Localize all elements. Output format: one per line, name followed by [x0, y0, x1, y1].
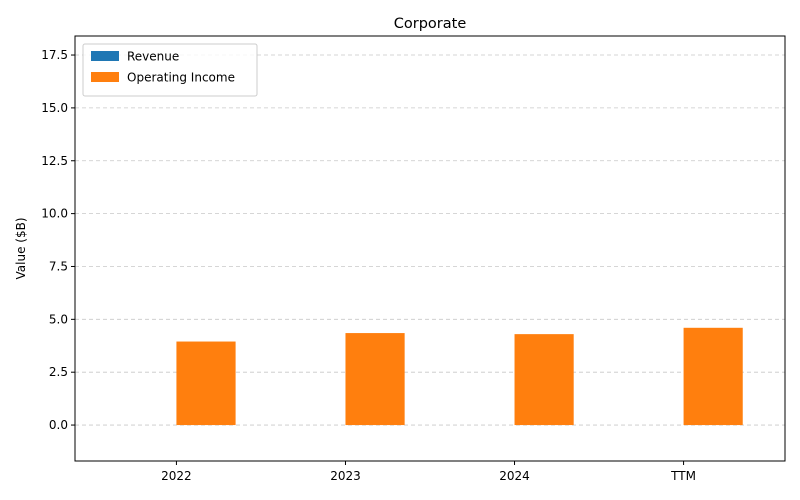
- y-axis-ticks: 0.0 2.5 5.0 7.5 10.0 12.5 15.0 17.5: [41, 48, 75, 432]
- y-tick-label: 5.0: [49, 312, 68, 326]
- gridlines: [75, 54, 785, 426]
- x-tick-label: TTM: [670, 469, 696, 483]
- bar-operating-income-2024: [514, 334, 574, 426]
- y-tick-label: 0.0: [49, 418, 68, 432]
- bar-operating-income-2022: [176, 341, 236, 426]
- bar-operating-income-2023: [345, 333, 405, 426]
- legend-box: [82, 43, 258, 97]
- x-tick-label: 2024: [499, 469, 530, 483]
- y-tick-label: 2.5: [49, 365, 68, 379]
- legend-swatch-revenue: [91, 51, 119, 61]
- x-tick-label: 2023: [330, 469, 361, 483]
- y-axis-title: Value ($B): [14, 218, 28, 280]
- y-tick-label: 15.0: [41, 101, 68, 115]
- legend-label-operating-income: Operating Income: [127, 71, 235, 85]
- bar-operating-income-ttm: [683, 327, 743, 426]
- legend: Revenue Operating Income: [82, 43, 258, 97]
- y-tick-label: 7.5: [49, 259, 68, 273]
- y-tick-label: 10.0: [41, 207, 68, 221]
- x-axis-ticks: 2022 2023 2024 TTM: [161, 461, 696, 483]
- bars: [176, 327, 743, 426]
- legend-label-revenue: Revenue: [127, 50, 179, 64]
- chart-title: Corporate: [394, 16, 467, 32]
- legend-swatch-operating-income: [91, 72, 119, 82]
- y-tick-label: 12.5: [41, 154, 68, 168]
- y-tick-label: 17.5: [41, 48, 68, 62]
- plot-frame: [74, 35, 786, 462]
- x-tick-label: 2022: [161, 469, 192, 483]
